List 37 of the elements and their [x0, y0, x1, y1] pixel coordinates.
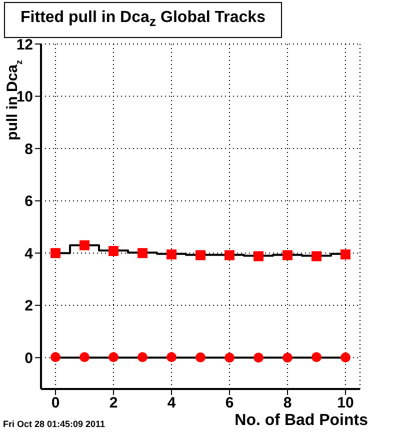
x-tick-label: 6 — [225, 394, 234, 412]
point — [196, 250, 206, 260]
point — [108, 246, 118, 256]
x-tick-label: 2 — [109, 394, 118, 412]
point — [312, 352, 322, 362]
point — [340, 352, 350, 362]
x-tick-label: 4 — [167, 394, 176, 412]
point — [80, 352, 90, 362]
y-tick-label: 2 — [24, 298, 33, 315]
point — [224, 250, 234, 260]
y-tick-label: 0 — [24, 350, 33, 367]
point — [166, 249, 176, 260]
point — [108, 352, 118, 362]
text: Fri Oct 28 01:45:09 2011 — [3, 419, 106, 429]
chart-title: Fitted pull in Dca$_{z}$ Global Tracks — [4, 2, 282, 38]
point — [282, 250, 292, 260]
point — [224, 352, 234, 363]
point — [50, 248, 60, 258]
y-tick-label: 8 — [24, 140, 33, 158]
point — [50, 352, 60, 362]
y-tick-label: 4 — [24, 245, 34, 262]
point — [138, 352, 148, 362]
point — [340, 249, 350, 260]
y-tick-label: 6 — [24, 193, 33, 210]
y-tick-label: 12 — [16, 36, 33, 54]
x-tick-label: 10 — [337, 394, 354, 412]
point — [254, 251, 264, 262]
point — [254, 352, 264, 363]
point — [80, 240, 90, 250]
point — [196, 352, 206, 362]
point — [282, 352, 292, 363]
point — [166, 352, 176, 362]
x-tick-label: 8 — [283, 394, 292, 412]
x-tick-label: 0 — [51, 394, 60, 412]
x-axis-title: No. of Bad Points — [234, 412, 368, 430]
point — [138, 248, 148, 258]
point — [312, 251, 322, 262]
